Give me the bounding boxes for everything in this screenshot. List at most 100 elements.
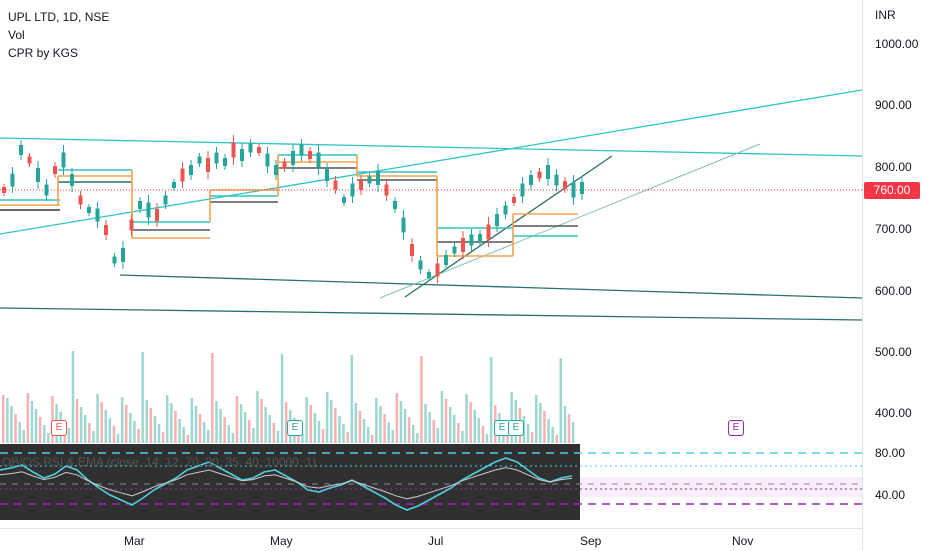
volume-bar [104, 410, 107, 443]
candle-body [333, 180, 338, 190]
rsi-panel-bg [0, 444, 580, 520]
volume-bar [22, 430, 25, 443]
volume-bar [243, 412, 247, 443]
rsi-indicator-label[interactable]: OB/OS RSI & EMA (close, 14, 12, 70, 30, … [2, 455, 317, 469]
cpr-indicator-label[interactable]: CPR by KGS [8, 46, 79, 60]
volume-bar [424, 404, 427, 443]
time-tick: May [270, 534, 293, 548]
candle-body [308, 151, 312, 159]
candle-body [486, 224, 491, 240]
volume-bar [10, 406, 13, 443]
candle-body [291, 151, 295, 165]
price-tick: 600.00 [875, 284, 912, 298]
volume-bar [375, 398, 378, 443]
volume-bar [79, 407, 83, 443]
volume-bar [465, 394, 468, 443]
volume-bar [157, 424, 161, 443]
time-tick: Nov [732, 534, 754, 548]
volume-bar [260, 399, 263, 443]
volume-bar [309, 405, 312, 443]
candle-body [571, 182, 576, 198]
volume-bar [34, 409, 38, 443]
candle-body [19, 145, 23, 155]
candle-body [495, 214, 499, 226]
candle-body [240, 149, 244, 161]
candle-body [223, 158, 227, 166]
volume-bar [338, 416, 341, 443]
earnings-badge-icon[interactable]: E [51, 420, 67, 436]
candle-body [503, 205, 508, 215]
volume-bar [248, 420, 251, 443]
volume-bar [317, 421, 321, 443]
volume-bar [194, 406, 198, 443]
volume-bar [403, 409, 407, 443]
candle-body [435, 263, 440, 277]
volume-bar [330, 400, 333, 443]
candle-body [214, 152, 219, 164]
volume-bar [18, 422, 21, 443]
time-axis[interactable]: Mar May Jul Sep Nov [0, 528, 862, 551]
candle-body [393, 201, 397, 209]
volume-bar [239, 404, 243, 443]
earnings-badge-icon[interactable]: E [508, 420, 524, 436]
candle-body [316, 152, 321, 168]
candle-body [44, 184, 49, 196]
volume-bar [84, 415, 87, 443]
volume-bar [416, 433, 419, 443]
symbol-title[interactable]: UPL LTD, 1D, NSE [8, 10, 110, 24]
volume-bar [539, 403, 542, 443]
volume-bar [256, 391, 259, 443]
volume-bar [448, 407, 452, 443]
volume-bar [71, 351, 75, 443]
volume-bar [305, 397, 308, 443]
volume-bar [321, 429, 325, 443]
volume-bar [88, 423, 91, 443]
volume-bar [354, 403, 358, 443]
volume-bar [145, 400, 148, 443]
volume-bar [366, 427, 370, 443]
rsi-line [0, 457, 573, 511]
volume-bar [215, 401, 218, 443]
volume-bar [567, 414, 571, 443]
volume-bar [112, 426, 116, 443]
volume-bar [161, 432, 165, 443]
candle-body [299, 144, 304, 156]
volume-bar [387, 422, 390, 443]
candle-body [537, 171, 542, 179]
volume-bar [461, 431, 464, 443]
earnings-badge-icon[interactable]: E [287, 420, 303, 436]
candle-body [189, 165, 193, 175]
price-tick: 800.00 [875, 160, 912, 174]
volume-bar [30, 401, 34, 443]
volume-bar [6, 398, 9, 443]
candle-body [376, 171, 380, 185]
price-axis[interactable]: INR 1000.00 900.00 800.00 700.00 600.00 … [862, 0, 932, 550]
volume-bar [92, 431, 95, 443]
volume-bar [510, 392, 513, 443]
trend-line [119, 274, 862, 299]
earnings-badge-icon[interactable]: E [728, 420, 744, 436]
candle-body [248, 143, 253, 153]
volume-bar [43, 425, 46, 443]
volume-bar [428, 412, 431, 443]
volume-bar [170, 403, 173, 443]
candle-body [129, 219, 134, 231]
price-chart[interactable] [0, 0, 862, 528]
volume-bar [207, 430, 210, 443]
candle-body [563, 181, 567, 189]
ema-line [0, 467, 573, 500]
volume-bar [551, 427, 554, 443]
volume-bar [231, 433, 235, 443]
volume-indicator-label[interactable]: Vol [8, 28, 25, 42]
volume-bar [186, 435, 189, 443]
candle-body [325, 169, 329, 181]
chart-legend: UPL LTD, 1D, NSE Vol CPR by KGS [8, 8, 109, 62]
price-tick: 1000.00 [875, 37, 919, 51]
candle-body [461, 238, 465, 252]
candle-body [478, 234, 482, 242]
candle-body [180, 168, 185, 182]
candle-body [172, 182, 176, 188]
candle-body [512, 197, 516, 203]
candle-body [580, 182, 584, 194]
